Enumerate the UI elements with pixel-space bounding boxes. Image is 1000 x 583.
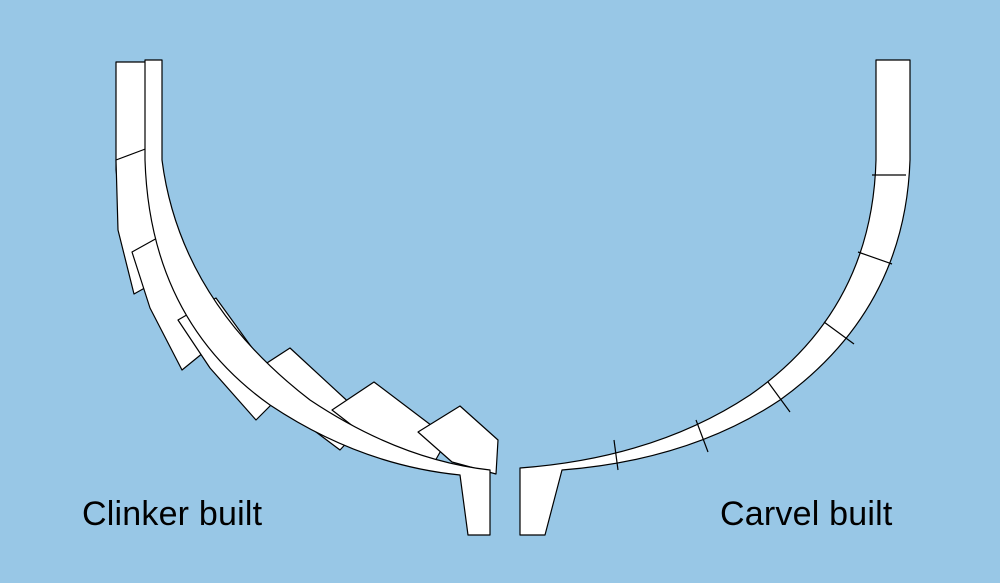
label-carvel: Carvel built: [720, 495, 892, 534]
diagram-canvas: Clinker built Carvel built: [0, 0, 1000, 583]
label-clinker: Clinker built: [82, 495, 262, 534]
carvel-hull: [520, 60, 910, 535]
clinker-hull-frame: [145, 60, 490, 535]
